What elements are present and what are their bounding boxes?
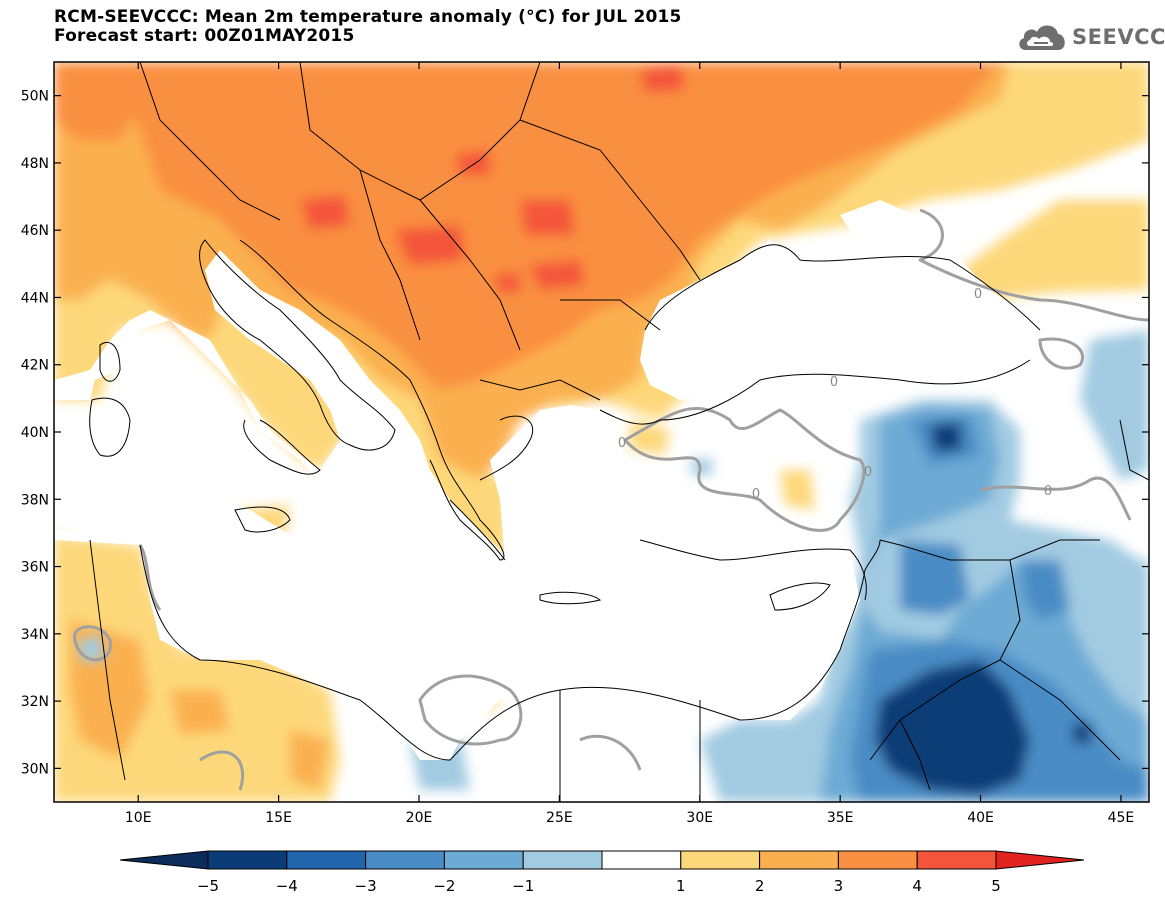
lon-tick-label: 10E — [125, 810, 152, 826]
anomaly-2-3-africa — [70, 620, 330, 790]
colorbar-segment — [365, 850, 445, 870]
contour-label-0: 0 — [1044, 484, 1052, 499]
colorbar-segment — [916, 850, 997, 870]
contour-label-0: 0 — [752, 487, 760, 502]
lon-tick-label: 45E — [1108, 810, 1135, 826]
lat-tick-label: 38N — [21, 492, 49, 508]
lat-tick-label: 48N — [21, 156, 49, 172]
zero-contour-egypt — [138, 544, 642, 791]
cold-anomaly-fields — [78, 330, 1149, 802]
coastlines-borders — [89, 62, 1149, 802]
seevccc-logo: SEEVCCC — [1016, 20, 1165, 54]
zero-contour-black-sea — [918, 208, 1149, 322]
sardinia-coast — [89, 397, 131, 457]
colorbar-label: 1 — [676, 877, 686, 895]
colorbar-label: −3 — [355, 877, 377, 895]
lat-tick-label: 42N — [21, 358, 49, 374]
colorbar-label: −4 — [276, 877, 298, 895]
warm-anomaly-fields — [54, 62, 1149, 802]
levant-coast — [839, 539, 881, 651]
lat-tick-label: 40N — [21, 425, 49, 441]
lon-tick-label: 20E — [406, 810, 433, 826]
anomaly-4-5 — [300, 65, 685, 292]
zero-contour-black-sea-2 — [1038, 337, 1084, 370]
lon-tick-label: 25E — [546, 810, 573, 826]
zero-contours — [73, 208, 1149, 791]
greece-coast — [449, 415, 534, 561]
colorbar-label: 2 — [755, 877, 765, 895]
lon-tick-label: 35E — [827, 810, 854, 826]
zero-contour-africa — [73, 625, 112, 662]
colorbar-segment — [443, 850, 524, 870]
colorbar-label: 4 — [912, 877, 922, 895]
anomaly-3-4-west — [54, 62, 140, 140]
anomaly-m4-m5 — [875, 422, 1092, 795]
lon-tick-label: 30E — [686, 810, 713, 826]
forecast-start: Forecast start: 00Z01MAY2015 — [54, 26, 355, 46]
lon-tick-label: 15E — [265, 810, 292, 826]
lat-tick-label: 36N — [21, 560, 49, 576]
longitude-axis: 10E 15E 20E 25E 30E 35E 40E 45E — [125, 62, 1134, 826]
italy-coast — [199, 239, 396, 475]
colorbar-segment — [837, 850, 918, 870]
colorbar-segment — [601, 850, 682, 870]
colorbar-segment — [522, 850, 603, 870]
colorbar-label: −1 — [512, 877, 534, 895]
africa-coast — [139, 544, 841, 761]
contour-labels: 0 0 0 0 0 0 — [618, 287, 1052, 502]
mediterranean-sea — [54, 250, 860, 760]
colorbar: −5 −4 −3 −2 −1 1 2 3 4 5 — [119, 850, 1085, 895]
colorbar-segment — [286, 850, 367, 870]
lat-tick-label: 46N — [21, 223, 49, 239]
lon-tick-label: 40E — [967, 810, 994, 826]
latitude-axis: 50N 48N 46N 44N 42N 40N 38N 36N 34N 32N 30N — [21, 89, 1149, 777]
colorbar-label: 3 — [834, 877, 844, 895]
colorbar-segment — [680, 850, 761, 870]
colorbar-low-arrow — [119, 850, 209, 870]
colorbar-segment — [207, 850, 288, 870]
corsica-coast — [99, 341, 121, 382]
colorbar-label: 5 — [991, 877, 1001, 895]
lat-tick-label: 30N — [21, 761, 49, 777]
crete-coast — [539, 591, 602, 605]
contour-label-0: 0 — [830, 375, 838, 390]
contour-label-0: 0 — [864, 465, 872, 480]
colorbar-label: −5 — [197, 877, 219, 895]
sicily-coast — [234, 506, 291, 533]
anomaly-m1-m2-east — [1080, 330, 1149, 480]
map-area — [54, 62, 1149, 802]
lat-tick-label: 34N — [21, 627, 49, 643]
colorbar-label: −2 — [433, 877, 455, 895]
balkan-coast — [239, 239, 505, 561]
black-sea-coast — [644, 244, 1041, 331]
border-lines — [89, 62, 1149, 802]
cloud-icon — [1019, 25, 1065, 50]
logo-text: SEEVCCC — [1072, 25, 1165, 49]
map-title: RCM-SEEVCCC: Mean 2m temperature anomaly… — [54, 7, 682, 27]
zero-contour-east-turkey — [979, 476, 1132, 521]
lat-tick-label: 50N — [21, 89, 49, 105]
colorbar-high-arrow — [995, 850, 1085, 870]
azov-sea — [840, 200, 915, 245]
zero-contour-turkey — [623, 406, 866, 532]
cyprus-coast — [769, 582, 831, 611]
contour-label-0: 0 — [618, 436, 626, 451]
title-block: RCM-SEEVCCC: Mean 2m temperature anomaly… — [54, 8, 682, 46]
lat-tick-label: 32N — [21, 694, 49, 710]
colorbar-segment — [759, 850, 839, 870]
zero-contour-libya — [418, 674, 523, 746]
turkey-coast — [599, 359, 1031, 601]
contour-label-0: 0 — [974, 287, 982, 302]
black-sea — [640, 240, 1040, 400]
lat-tick-label: 44N — [21, 290, 49, 306]
